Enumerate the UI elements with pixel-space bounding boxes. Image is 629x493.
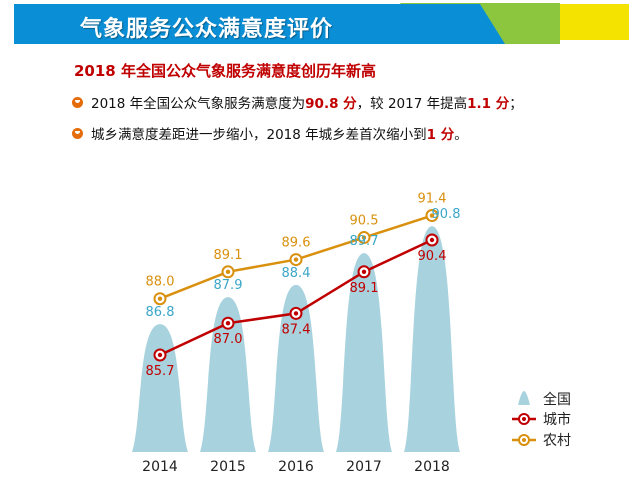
bullet-text-1-part-5: ； (509, 96, 523, 112)
bullet-point-1: 2018 年全国公众气象服务满意度为 90.8 分 ，较 2017 年提高 1.… (72, 92, 523, 112)
legend-label-rural: 农村 (543, 433, 571, 449)
bullet-text-2-part-1: 城乡满意度差距进一步缩小，2018 年城乡差首次缩小到 (91, 127, 427, 143)
rural-value-label-2014: 88.0 (146, 275, 175, 290)
x-tick-label-2014: 2014 (142, 459, 178, 475)
bullet-icon (72, 96, 83, 108)
bullet-text-1-highlight-score: 90.8 分 (305, 96, 357, 112)
urban-value-label-2017: 89.1 (350, 281, 379, 296)
headline: 2018 年全国公众气象服务满意度创历年新高 (74, 62, 376, 80)
national-value-label-2018: 90.8 (432, 207, 461, 222)
urban-marker-dot-2015 (225, 320, 231, 326)
national-value-label-2015: 87.9 (214, 278, 243, 293)
urban-marker-dot-2017 (361, 269, 367, 275)
urban-value-label-2018: 90.4 (418, 249, 447, 264)
title-banner (14, 3, 629, 44)
urban-marker-dot-2016 (293, 311, 299, 316)
national-peak-2014 (132, 324, 188, 452)
bullet-text-1-part-1: 2018 年全国公众气象服务满意度为 (91, 96, 306, 112)
rural-value-label-2016: 89.6 (282, 236, 311, 251)
bullet-point-2: 城乡满意度差距进一步缩小，2018 年城乡差首次缩小到 1 分 。 (72, 123, 468, 143)
rural-value-label-2017: 90.5 (350, 214, 379, 229)
national-value-label-2017: 89.7 (350, 234, 379, 249)
bullet-text-2-highlight-gap: 1 分 (426, 127, 455, 143)
national-peak-2018 (404, 226, 460, 452)
bullet-text-1-highlight-increase: 1.1 分 (467, 96, 510, 112)
x-tick-label-2016: 2016 (278, 459, 314, 475)
rural-marker-dot-2015 (225, 269, 231, 275)
national-value-label-2016: 88.4 (282, 266, 311, 281)
rural-marker-dot-2018 (429, 213, 435, 218)
legend-national-swatch (518, 391, 530, 405)
rural-value-label-2018: 91.4 (418, 192, 447, 207)
x-tick-label-2017: 2017 (346, 459, 382, 475)
banner-blue-band (14, 4, 505, 44)
urban-value-label-2016: 87.4 (282, 322, 311, 337)
legend-urban-marker-dot (522, 417, 526, 421)
national-peak-2017 (336, 253, 392, 452)
national-peak-2016 (268, 284, 324, 452)
national-value-label-2014: 86.8 (146, 305, 175, 320)
urban-marker-dot-2018 (429, 237, 435, 243)
x-tick-label-2018: 2018 (414, 459, 450, 475)
bullet-icon (72, 127, 83, 139)
bullet-text-2-part-3: 。 (454, 127, 468, 143)
urban-value-label-2014: 85.7 (146, 364, 175, 379)
x-tick-label-2015: 2015 (210, 459, 246, 475)
urban-marker-dot-2014 (157, 352, 163, 358)
urban-value-label-2015: 87.0 (214, 332, 243, 347)
rural-marker-dot-2017 (361, 235, 367, 240)
bullet-text-1-part-3: ，较 2017 年提高 (356, 96, 468, 112)
national-peak-2015 (200, 297, 256, 452)
banner-title: 气象服务公众满意度评价 (80, 17, 334, 42)
legend-label-national: 全国 (543, 391, 571, 408)
legend-label-urban: 城市 (543, 411, 571, 428)
rural-marker-dot-2016 (293, 257, 299, 262)
legend-rural-marker-dot (522, 438, 526, 442)
rural-marker-dot-2014 (157, 296, 163, 301)
rural-value-label-2015: 89.1 (214, 248, 243, 263)
